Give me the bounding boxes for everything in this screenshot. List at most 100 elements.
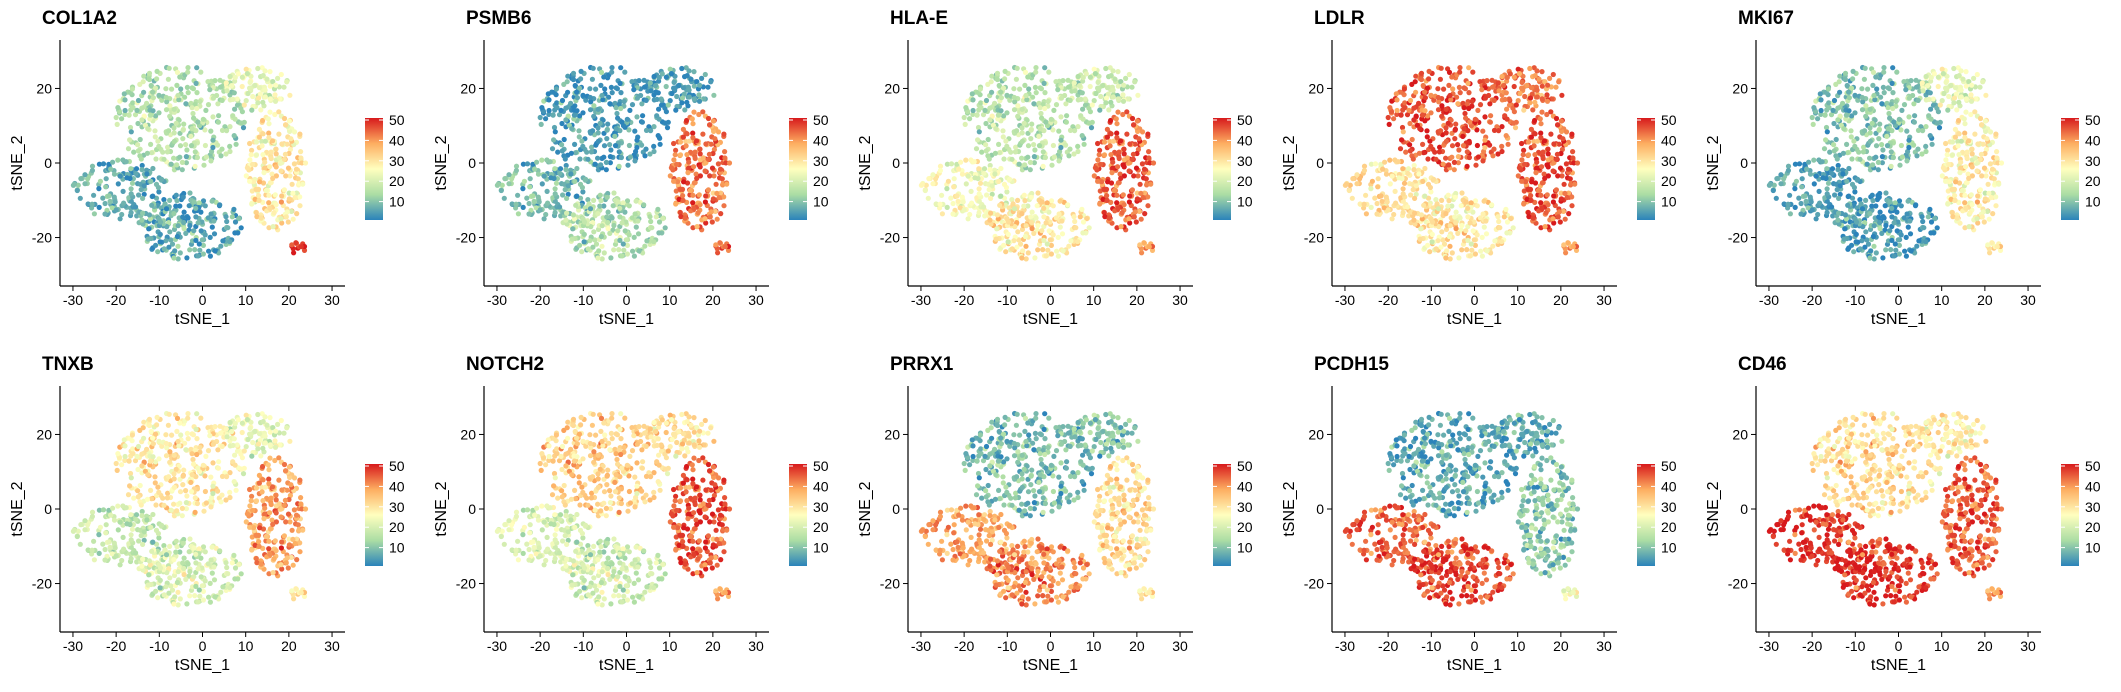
data-point: [1021, 120, 1027, 126]
colorbar: [1637, 118, 1655, 220]
data-point: [100, 195, 106, 201]
data-point: [1956, 73, 1962, 79]
colorbar-tick-label: 10: [1237, 194, 1253, 210]
data-point: [266, 192, 272, 198]
data-point: [1013, 76, 1019, 82]
data-point: [662, 105, 668, 111]
data-point: [558, 213, 564, 219]
data-point: [1058, 114, 1064, 120]
data-point: [1115, 109, 1121, 115]
data-point: [560, 192, 566, 198]
data-point: [1129, 84, 1135, 90]
data-point: [1915, 97, 1921, 103]
data-point: [1000, 134, 1006, 140]
data-point: [1346, 187, 1352, 194]
data-point: [1086, 120, 1092, 126]
data-point: [1105, 179, 1111, 185]
data-point: [1407, 148, 1413, 154]
data-point: [1963, 96, 1969, 102]
data-point: [1844, 82, 1850, 89]
data-point: [619, 253, 625, 259]
data-point: [702, 71, 708, 78]
data-point: [1538, 130, 1544, 136]
data-point: [992, 171, 998, 177]
data-point: [1824, 191, 1830, 197]
data-point: [588, 99, 594, 105]
y-tick-label: 20: [884, 80, 900, 96]
data-point: [697, 173, 703, 179]
data-point: [563, 117, 569, 123]
data-point: [1422, 108, 1428, 114]
data-point: [1086, 105, 1092, 111]
data-point: [114, 121, 120, 127]
data-point: [1451, 159, 1457, 165]
data-point: [1426, 76, 1432, 82]
colorbar-tick-label: 50: [389, 112, 405, 128]
data-point: [1466, 65, 1472, 71]
data-point: [1091, 173, 1097, 179]
data-point: [1952, 85, 1959, 91]
data-point: [651, 73, 657, 80]
data-point: [1876, 214, 1882, 220]
data-point: [1043, 220, 1049, 226]
data-point: [1046, 228, 1052, 234]
data-point: [1025, 154, 1031, 160]
data-point: [570, 226, 576, 232]
data-point: [1116, 149, 1122, 155]
y-tick-label: -20: [456, 230, 476, 246]
data-point: [509, 201, 515, 207]
data-point: [1478, 248, 1484, 254]
data-point: [276, 109, 282, 115]
data-point: [1966, 79, 1972, 85]
data-point: [578, 68, 584, 74]
data-point: [592, 237, 598, 243]
data-point: [1048, 242, 1054, 248]
data-point: [1534, 138, 1540, 144]
data-point: [1852, 143, 1858, 149]
data-point: [1807, 194, 1813, 200]
data-point: [255, 186, 262, 192]
data-point: [1534, 165, 1540, 171]
data-point: [289, 242, 295, 248]
data-point: [618, 65, 624, 71]
data-point: [606, 94, 612, 100]
data-point: [1108, 131, 1114, 137]
x-tick-label: -30: [63, 292, 83, 308]
data-point: [1383, 171, 1390, 177]
data-point: [1032, 147, 1038, 153]
data-point: [1033, 65, 1039, 71]
data-point: [197, 98, 203, 105]
data-point: [145, 236, 151, 242]
data-point: [550, 112, 556, 118]
data-point: [994, 226, 1000, 232]
data-point: [605, 190, 611, 197]
data-point: [1075, 124, 1081, 130]
data-point: [272, 98, 279, 104]
data-point: [1458, 227, 1464, 233]
data-point: [1835, 105, 1841, 111]
data-point: [187, 247, 193, 253]
data-point: [677, 209, 683, 216]
data-point: [939, 192, 945, 198]
data-point: [547, 159, 553, 165]
data-point: [1574, 160, 1581, 166]
data-point: [613, 105, 619, 111]
data-point: [255, 65, 261, 72]
data-point: [639, 119, 645, 125]
data-point: [1005, 231, 1011, 237]
data-point: [1384, 199, 1390, 205]
data-point: [275, 75, 281, 81]
data-point: [141, 113, 147, 119]
data-point: [1524, 82, 1530, 88]
data-point: [1525, 209, 1531, 216]
data-point: [1123, 75, 1129, 81]
data-point: [150, 193, 156, 199]
data-point: [126, 112, 132, 118]
data-point: [281, 84, 287, 90]
data-point: [1555, 122, 1561, 128]
data-point: [1023, 92, 1029, 99]
data-point: [1438, 128, 1444, 134]
data-point: [188, 143, 195, 149]
data-point: [1510, 120, 1516, 126]
y-tick-label: -20: [880, 230, 900, 246]
